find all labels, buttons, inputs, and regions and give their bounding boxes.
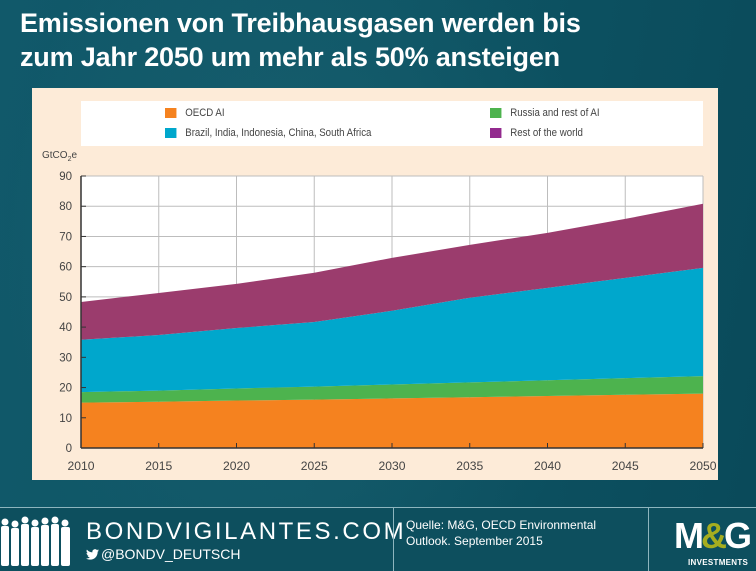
slide-title: Emissionen von Treibhausgasen werden bis… [20, 6, 740, 74]
logo-wordmark: M&G [674, 515, 752, 556]
x-tick-label: 2010 [68, 461, 95, 473]
x-tick-label: 2015 [145, 461, 172, 473]
legend-label-oecd: OECD AI [185, 107, 225, 119]
y-tick-label: 50 [59, 292, 72, 304]
y-tick-label: 20 [59, 383, 72, 395]
legend-label-russia: Russia and rest of AI [510, 107, 600, 119]
logo-g: G [724, 515, 752, 556]
legend-label-rest: Rest of the world [510, 127, 583, 139]
x-tick-label: 2035 [456, 461, 483, 473]
y-tick-label: 60 [59, 262, 72, 274]
legend-label-brics: Brazil, India, Indonesia, China, South A… [185, 127, 372, 139]
source-line-2: Outlook. September 2015 [406, 534, 543, 548]
website-link[interactable]: BONDVIGILANTES.COM [86, 518, 407, 545]
y-axis-unit-label: GtCO2e [42, 150, 77, 163]
footer-divider-1 [393, 508, 394, 571]
y-tick-label: 40 [59, 322, 72, 334]
y-tick-label: 30 [59, 352, 72, 364]
mg-investments-logo: M&G INVESTMENTS [662, 514, 752, 569]
legend-item-rest: Rest of the world [490, 127, 583, 139]
legend-swatch-rest [490, 128, 502, 138]
y-tick-label: 90 [59, 171, 72, 183]
y-tick-label: 70 [59, 231, 72, 243]
y-tick-label: 10 [59, 413, 72, 425]
y-tick-label: 80 [59, 201, 72, 213]
unit-sub: 2 [67, 156, 72, 163]
people-silhouette-icon [1, 516, 70, 566]
footer-divider-2 [648, 508, 649, 571]
legend-swatch-russia [490, 108, 502, 118]
y-tick-label: 0 [66, 443, 72, 455]
x-tick-label: 2020 [223, 461, 250, 473]
chart-legend: OECD AI Russia and rest of AI Brazil, In… [81, 101, 703, 146]
legend-item-oecd: OECD AI [165, 107, 225, 119]
area-series-2 [81, 267, 703, 393]
title-line-1: Emissionen von Treibhausgasen werden bis [20, 8, 581, 38]
x-tick-label: 2025 [301, 461, 328, 473]
area-series-3 [81, 203, 703, 340]
title-line-2: zum Jahr 2050 um mehr als 50% ansteigen [20, 42, 560, 72]
x-tick-label: 2030 [379, 461, 406, 473]
legend-item-brics: Brazil, India, Indonesia, China, South A… [165, 127, 371, 139]
area-series-0 [81, 393, 703, 448]
x-tick-label: 2045 [612, 461, 639, 473]
logo-amp: & [701, 515, 727, 556]
x-tick-label: 2040 [534, 461, 561, 473]
legend-item-russia: Russia and rest of AI [490, 107, 600, 119]
logo-subtitle: INVESTMENTS [688, 558, 749, 567]
area-series-1 [81, 376, 703, 403]
logo-m: M [674, 515, 704, 556]
twitter-bird-icon [86, 548, 99, 560]
source-note: Quelle: M&G, OECD Environmental Outlook.… [406, 517, 636, 549]
legend-swatch-oecd [165, 108, 177, 118]
unit-main: GtCO [42, 150, 68, 161]
unit-suffix: e [71, 150, 78, 161]
legend-swatch-brics [165, 128, 177, 138]
twitter-handle[interactable]: @BONDV_DEUTSCH [86, 546, 240, 562]
source-line-1: Quelle: M&G, OECD Environmental [406, 518, 597, 532]
footer: BONDVIGILANTES.COM @BONDV_DEUTSCH Quelle… [0, 507, 756, 571]
twitter-handle-text: @BONDV_DEUTSCH [101, 546, 241, 562]
x-tick-label: 2050 [690, 461, 717, 473]
